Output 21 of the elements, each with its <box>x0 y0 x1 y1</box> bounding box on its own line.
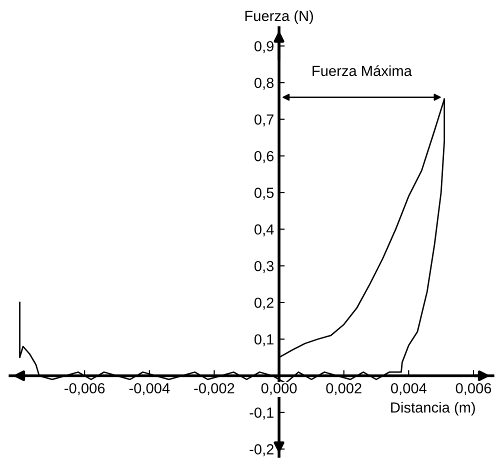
y-tick-label: 0,3 <box>254 260 274 273</box>
x-axis-title: Distancia (m) <box>391 402 475 416</box>
y-tick-label: 0,7 <box>254 114 274 126</box>
y-tick-label: 0,9 <box>254 41 274 54</box>
x-tick-label: 0,000 <box>261 383 297 396</box>
y-tick-label: 0,6 <box>254 151 274 164</box>
x-tick-label: -0,002 <box>194 383 234 396</box>
annotation: Fuerza Máxima <box>312 65 412 76</box>
y-tick-label: 0,1 <box>254 334 274 346</box>
x-tick-label: 0,004 <box>391 383 426 396</box>
y-tick-label: 0,5 <box>254 188 274 200</box>
y-tick-label: -0,2 <box>250 444 274 456</box>
y-tick-label: 0,8 <box>254 78 274 90</box>
y-tick-label: 0,4 <box>254 224 274 236</box>
x-tick-label: 0,006 <box>456 383 492 396</box>
x-tick-label: -0,004 <box>129 383 170 396</box>
x-tick-label: -0,006 <box>64 383 105 396</box>
y-axis-title: Fuerza (N) <box>245 10 313 24</box>
y-tick-label: 0,2 <box>254 298 274 310</box>
y-tick-label: -0,1 <box>250 408 274 420</box>
x-tick-label: 0,002 <box>326 383 362 396</box>
